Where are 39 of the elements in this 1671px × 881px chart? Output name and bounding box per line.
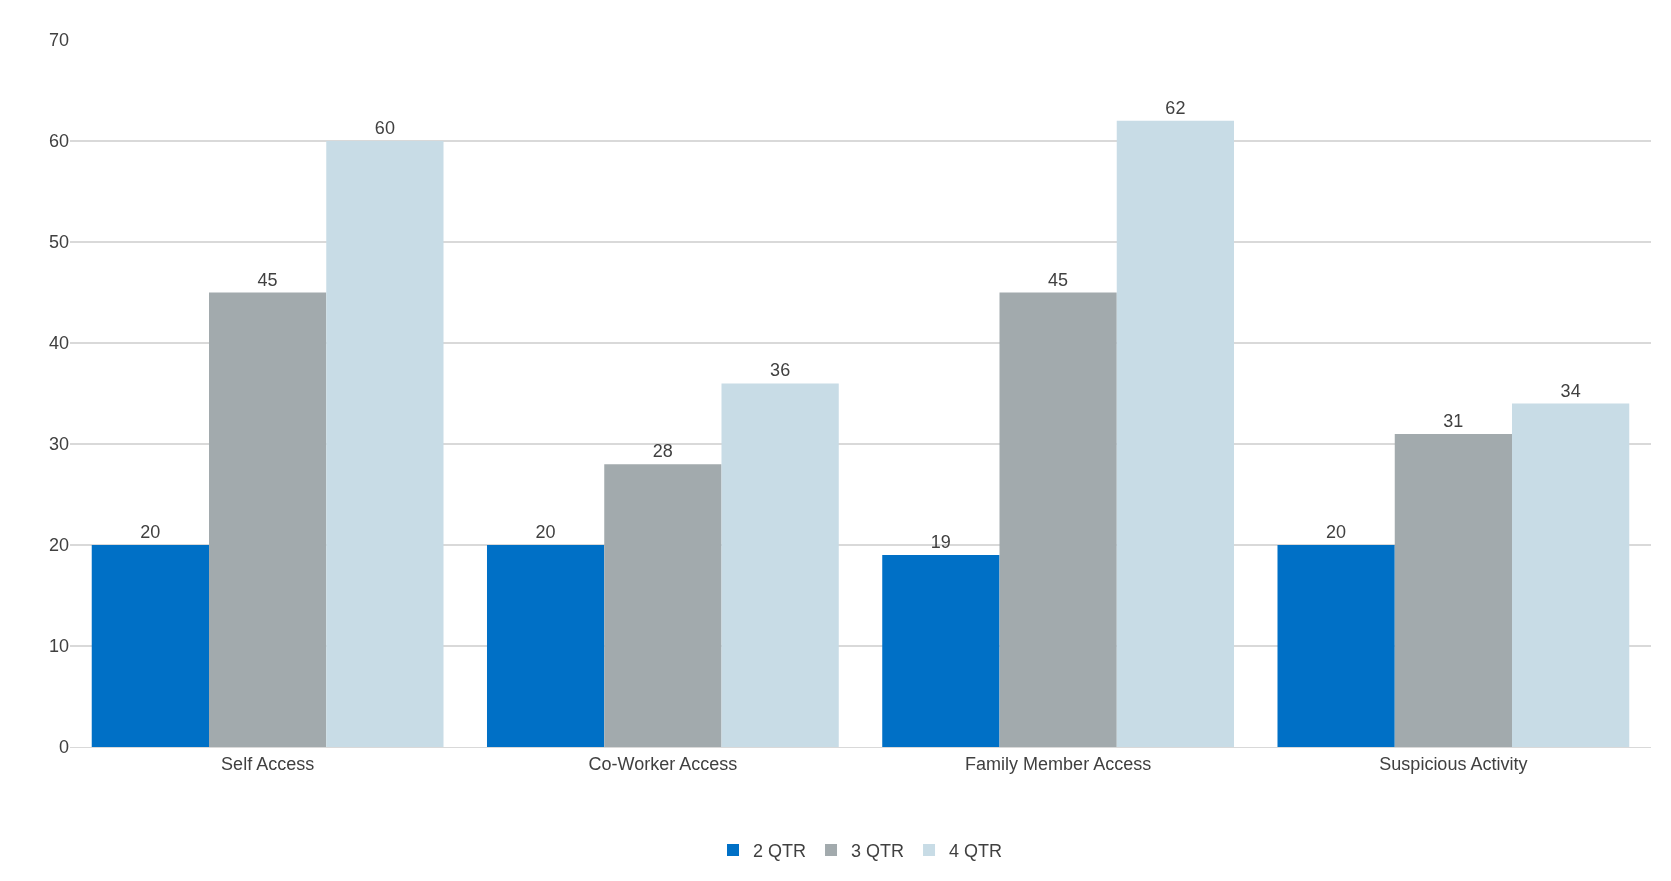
x-tick-label: Self Access bbox=[221, 753, 315, 774]
bar bbox=[1512, 403, 1630, 747]
data-label: 62 bbox=[1165, 97, 1186, 118]
bar bbox=[1277, 545, 1395, 747]
bar bbox=[1116, 120, 1235, 747]
bar bbox=[882, 555, 1000, 747]
bar bbox=[91, 545, 209, 747]
data-label: 45 bbox=[1048, 269, 1069, 290]
y-tick-label: 20 bbox=[48, 535, 69, 556]
y-tick-label: 30 bbox=[48, 434, 69, 455]
data-label: 34 bbox=[1560, 380, 1581, 401]
y-tick-label: 0 bbox=[58, 737, 69, 758]
data-label: 31 bbox=[1443, 410, 1464, 431]
legend-label: 2 QTR bbox=[753, 841, 807, 862]
x-tick-label: Family Member Access bbox=[965, 753, 1152, 774]
legend-label: 4 QTR bbox=[949, 841, 1003, 862]
bar bbox=[604, 464, 722, 747]
y-tick-label: 70 bbox=[48, 30, 69, 51]
bar bbox=[486, 545, 605, 747]
data-label: 60 bbox=[374, 118, 395, 138]
x-tick-label: Suspicious Activity bbox=[1379, 753, 1528, 774]
bar bbox=[209, 292, 327, 747]
legend-label: 3 QTR bbox=[851, 841, 905, 862]
bar bbox=[721, 383, 839, 747]
data-label: 19 bbox=[930, 532, 951, 553]
data-label: 20 bbox=[1326, 522, 1347, 542]
bar bbox=[326, 141, 444, 747]
bar bbox=[999, 292, 1117, 747]
y-tick-label: 40 bbox=[48, 333, 69, 354]
x-tick-label: Co-Worker Access bbox=[588, 753, 738, 774]
y-tick-label: 10 bbox=[48, 636, 69, 657]
bar bbox=[1394, 433, 1512, 747]
y-tick-label: 60 bbox=[48, 131, 69, 152]
data-label: 20 bbox=[535, 522, 556, 542]
data-label: 36 bbox=[770, 360, 791, 381]
data-label: 20 bbox=[140, 522, 161, 542]
y-tick-label: 50 bbox=[48, 232, 69, 253]
data-label: 28 bbox=[652, 441, 673, 462]
data-label: 45 bbox=[257, 269, 278, 290]
